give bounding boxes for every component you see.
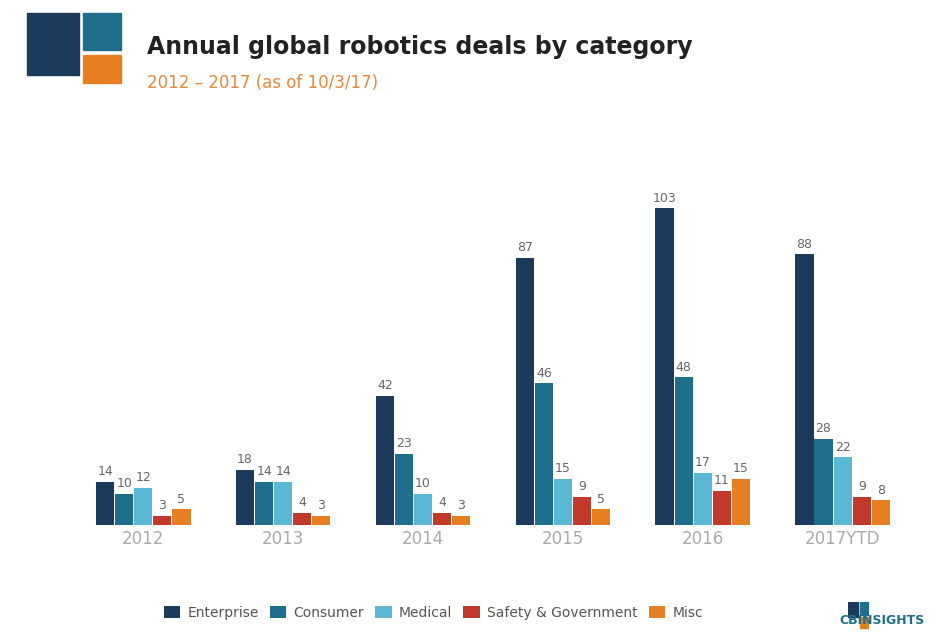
Text: 3: 3 [457, 499, 465, 512]
Text: 11: 11 [714, 474, 730, 487]
Text: 3: 3 [158, 499, 166, 512]
Bar [848, 602, 858, 618]
Text: 17: 17 [695, 456, 711, 469]
Text: CBINSIGHTS: CBINSIGHTS [839, 614, 924, 627]
Bar [592, 509, 611, 525]
Bar [173, 509, 191, 525]
Bar [814, 439, 832, 525]
Text: 14: 14 [98, 465, 113, 478]
Bar [274, 482, 292, 525]
Bar [83, 13, 121, 49]
Text: 48: 48 [676, 361, 692, 374]
Text: 14: 14 [256, 465, 272, 478]
Text: 23: 23 [396, 438, 411, 451]
Text: 5: 5 [597, 493, 605, 506]
Text: 18: 18 [237, 453, 253, 466]
Bar [255, 482, 273, 525]
Bar [675, 378, 693, 525]
Text: 10: 10 [117, 477, 132, 490]
Text: 42: 42 [377, 379, 392, 392]
Text: 88: 88 [796, 238, 812, 251]
Bar [394, 454, 413, 525]
Bar [860, 618, 869, 627]
Text: 5: 5 [177, 493, 186, 506]
Bar [433, 513, 451, 525]
Text: 8: 8 [877, 484, 884, 497]
Bar [860, 602, 869, 614]
Text: 9: 9 [858, 481, 866, 493]
Text: 15: 15 [733, 462, 749, 475]
Text: 15: 15 [555, 462, 571, 475]
Bar [293, 513, 311, 525]
Bar [312, 516, 331, 525]
Text: 22: 22 [835, 440, 850, 454]
Bar [732, 479, 750, 525]
Text: 103: 103 [653, 192, 677, 205]
Bar [516, 257, 534, 525]
Bar [713, 491, 731, 525]
Text: 3: 3 [318, 499, 325, 512]
Text: 10: 10 [415, 477, 431, 490]
Text: 4: 4 [438, 496, 447, 509]
Bar [375, 396, 394, 525]
Text: 28: 28 [815, 422, 831, 435]
Bar [833, 457, 851, 525]
Bar [795, 255, 813, 525]
Legend: Enterprise, Consumer, Medical, Safety & Government, Misc: Enterprise, Consumer, Medical, Safety & … [158, 600, 708, 625]
Text: 46: 46 [536, 367, 552, 380]
Bar [554, 479, 572, 525]
Text: 4: 4 [299, 496, 306, 509]
Text: Annual global robotics deals by category: Annual global robotics deals by category [147, 35, 693, 60]
Text: 14: 14 [275, 465, 291, 478]
Bar [27, 13, 79, 76]
Text: 2012 – 2017 (as of 10/3/17): 2012 – 2017 (as of 10/3/17) [147, 74, 378, 92]
Bar [535, 383, 553, 525]
Bar [96, 482, 114, 525]
Bar [872, 500, 890, 525]
Bar [573, 497, 592, 525]
Bar [154, 516, 172, 525]
Bar [236, 470, 254, 525]
Text: 12: 12 [136, 471, 151, 484]
Bar [694, 472, 712, 525]
Text: 9: 9 [578, 481, 586, 493]
Bar [852, 497, 871, 525]
Text: 87: 87 [517, 241, 533, 254]
Bar [115, 494, 134, 525]
Bar [655, 209, 674, 525]
Bar [452, 516, 470, 525]
Bar [414, 494, 432, 525]
Bar [83, 55, 121, 83]
Bar [135, 488, 153, 525]
